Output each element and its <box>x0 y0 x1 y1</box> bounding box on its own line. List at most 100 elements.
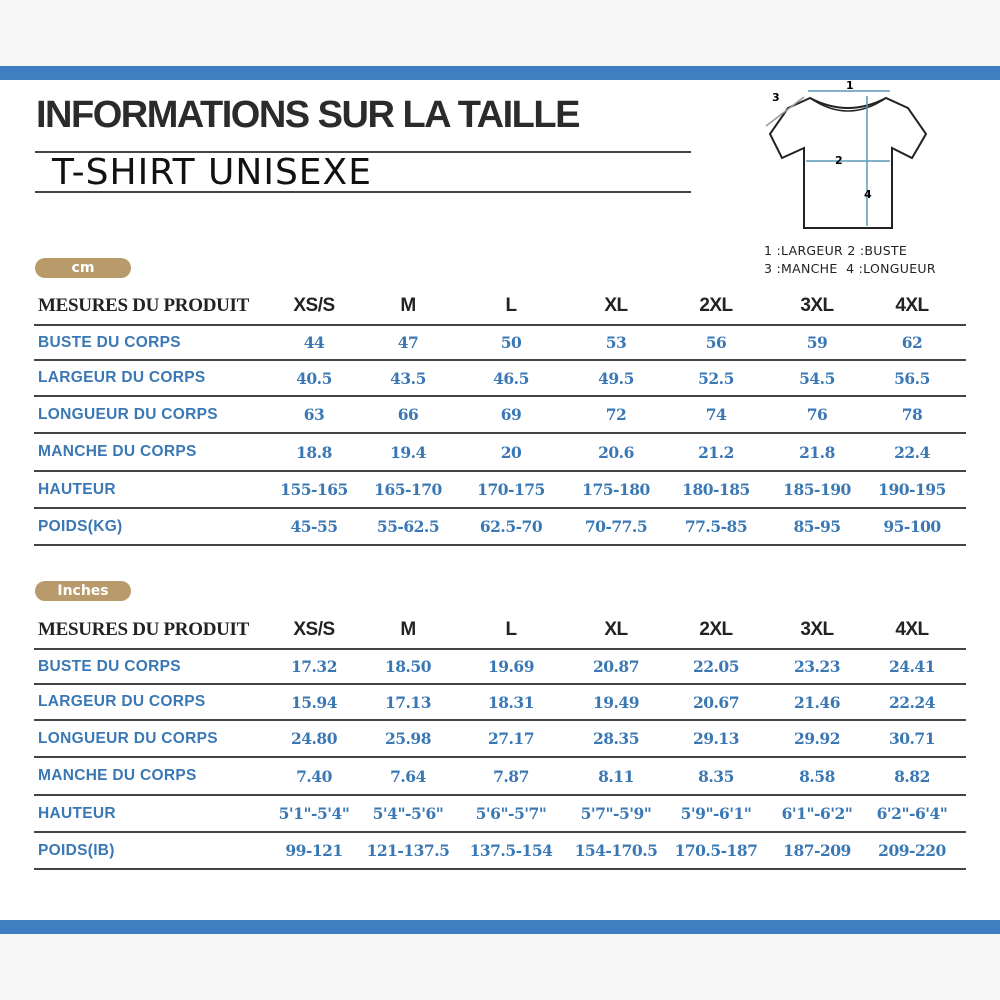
value-cell: 46.5 <box>493 368 529 388</box>
value-cell: 7.40 <box>296 766 332 786</box>
size-header-cell: 3XL <box>800 619 834 640</box>
value-cell: 99-121 <box>285 841 343 860</box>
value-cell: 25.98 <box>384 729 432 748</box>
value-cell: 20.6 <box>598 442 634 462</box>
size-header-cell: 3XL <box>800 295 834 316</box>
value-cell: 20.67 <box>692 692 740 712</box>
table-row: HAUTEUR 155-165 165-170 170-175 175-180 180-1… <box>34 472 966 509</box>
value-cell: 69 <box>500 405 522 424</box>
value-cell: 43.5 <box>390 368 426 388</box>
value-cell: 22.4 <box>894 442 930 462</box>
value-cell: 21.2 <box>698 442 734 462</box>
value-cell: 66 <box>397 405 419 424</box>
value-cell: 17.13 <box>384 692 432 712</box>
table-row: MANCHE DU CORPS 18.8 19.4 20 20.6 21.2 21.8 22.… <box>34 434 966 472</box>
value-cell: 77.5-85 <box>684 517 748 536</box>
size-header-cell: XL <box>604 619 628 640</box>
row-label: LONGUEUR DU CORPS <box>38 729 218 747</box>
row-label: POIDS(IB) <box>38 841 115 859</box>
table-row: POIDS(IB) 99-121 121-137.5 137.5-154 154-170… <box>34 833 966 870</box>
diagram-label-4: 4 <box>864 188 872 201</box>
table-row: BUSTE DU CORPS 17.32 18.50 19.69 20.87 22.05 2… <box>34 650 966 685</box>
value-cell: 8.11 <box>598 766 634 786</box>
size-header-cell: XS/S <box>293 295 335 316</box>
value-cell: 6'1"-6'2" <box>781 804 853 823</box>
top-accent-bar <box>0 66 1000 80</box>
page-title: INFORMATIONS SUR LA TAILLE <box>36 94 580 136</box>
table-row: BUSTE DU CORPS 44 47 50 53 56 59 62 <box>34 326 966 361</box>
value-cell: 45-55 <box>290 517 338 536</box>
header-label: MESURES DU PRODUIT <box>38 619 250 640</box>
bottom-background <box>0 934 1000 1000</box>
value-cell: 62 <box>901 333 923 352</box>
legend-longueur: 4 :LONGUEUR <box>846 261 936 276</box>
value-cell: 18.50 <box>384 657 432 676</box>
value-cell: 5'4"-5'6" <box>372 804 444 823</box>
value-cell: 28.35 <box>592 729 640 748</box>
value-cell: 56 <box>705 333 727 352</box>
value-cell: 63 <box>303 405 325 424</box>
value-cell: 17.32 <box>290 657 338 676</box>
table-row: LONGUEUR DU CORPS 63 66 69 72 74 76 78 <box>34 397 966 434</box>
table-row: HAUTEUR 5'1"-5'4" 5'4"-5'6" 5'6"-5'7" 5'7"-5… <box>34 796 966 833</box>
diagram-label-1: 1 <box>846 79 854 92</box>
row-label: HAUTEUR <box>38 480 116 498</box>
value-cell: 6'2"-6'4" <box>876 804 948 823</box>
table-row: POIDS(KG) 45-55 55-62.5 62.5-70 70-77.5 77.5-… <box>34 509 966 546</box>
value-cell: 18.8 <box>296 442 332 462</box>
value-cell: 53 <box>605 333 627 352</box>
diagram-label-3: 3 <box>772 91 780 104</box>
value-cell: 170-175 <box>477 480 545 499</box>
value-cell: 7.64 <box>390 766 426 786</box>
table-header-row: MESURES DU PRODUIT XS/S M L XL 2XL 3XL 4XL <box>34 288 966 326</box>
value-cell: 5'7"-5'9" <box>580 804 652 823</box>
row-label: BUSTE DU CORPS <box>38 333 181 351</box>
value-cell: 72 <box>605 405 627 424</box>
value-cell: 8.58 <box>799 766 835 786</box>
row-label: LONGUEUR DU CORPS <box>38 405 218 423</box>
row-label: MANCHE DU CORPS <box>38 767 197 784</box>
value-cell: 78 <box>901 405 923 424</box>
size-header-cell: 2XL <box>699 295 733 316</box>
value-cell: 54.5 <box>799 368 835 388</box>
value-cell: 29.13 <box>692 729 740 748</box>
value-cell: 44 <box>303 333 325 352</box>
value-cell: 40.5 <box>296 368 332 388</box>
table-header-row: MESURES DU PRODUIT XS/S M L XL 2XL 3XL 4XL <box>34 612 966 650</box>
table-row: LARGEUR DU CORPS 15.94 17.13 18.31 19.49 20.6… <box>34 685 966 721</box>
size-header-cell: 2XL <box>699 619 733 640</box>
value-cell: 21.8 <box>799 442 835 462</box>
value-cell: 20 <box>500 442 522 462</box>
value-cell: 30.71 <box>888 729 936 748</box>
legend-manche: 3 :MANCHE <box>764 261 838 276</box>
value-cell: 7.87 <box>493 766 529 786</box>
value-cell: 187-209 <box>783 841 851 860</box>
value-cell: 5'1"-5'4" <box>278 804 350 823</box>
table-row: LARGEUR DU CORPS 40.5 43.5 46.5 49.5 52.5 54.5… <box>34 361 966 397</box>
value-cell: 55-62.5 <box>376 517 440 536</box>
size-header-cell: 4XL <box>895 295 929 316</box>
row-label: HAUTEUR <box>38 804 116 822</box>
value-cell: 24.41 <box>888 657 936 676</box>
value-cell: 175-180 <box>582 480 650 499</box>
value-cell: 209-220 <box>878 841 946 860</box>
legend-line-2: 3 :MANCHE 4 :LONGUEUR <box>764 261 936 276</box>
legend-largeur: 1 :LARGEUR <box>764 243 844 258</box>
value-cell: 20.87 <box>592 657 640 676</box>
value-cell: 19.69 <box>487 657 535 676</box>
table-row: LONGUEUR DU CORPS 24.80 25.98 27.17 28.35 29.… <box>34 721 966 758</box>
value-cell: 190-195 <box>878 480 946 499</box>
value-cell: 165-170 <box>374 480 442 499</box>
value-cell: 22.24 <box>888 692 936 712</box>
value-cell: 185-190 <box>783 480 851 499</box>
value-cell: 22.05 <box>692 657 740 676</box>
value-cell: 52.5 <box>698 368 734 388</box>
value-cell: 5'9"-6'1" <box>680 804 752 823</box>
value-cell: 59 <box>806 333 828 352</box>
table-row: MANCHE DU CORPS 7.40 7.64 7.87 8.11 8.35 8.58 8… <box>34 758 966 796</box>
header-label: MESURES DU PRODUIT <box>38 295 250 316</box>
size-header-cell: XS/S <box>293 619 335 640</box>
size-header-cell: 4XL <box>895 619 929 640</box>
value-cell: 74 <box>705 405 727 424</box>
value-cell: 62.5-70 <box>479 517 543 536</box>
